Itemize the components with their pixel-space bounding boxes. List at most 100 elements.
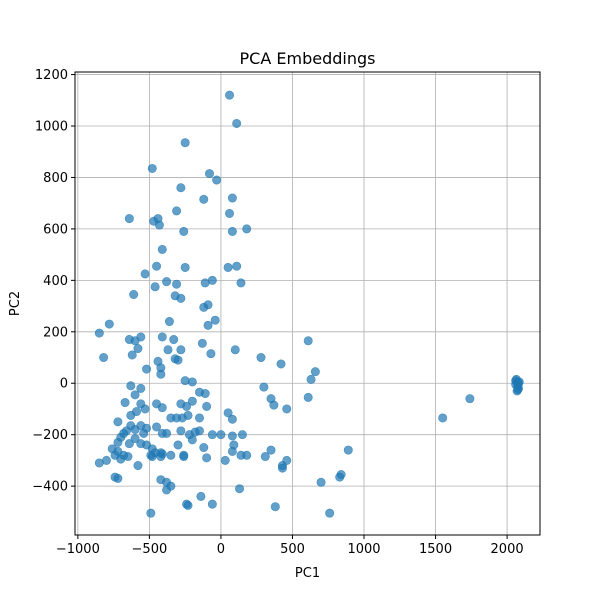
scatter-point xyxy=(152,261,162,271)
scatter-point xyxy=(157,403,167,413)
scatter-point xyxy=(124,439,134,449)
scatter-point xyxy=(266,445,276,455)
scatter-point xyxy=(513,385,523,395)
scatter-point xyxy=(162,277,172,287)
scatter-point xyxy=(220,455,230,465)
scatter-point xyxy=(126,410,136,420)
scatter-point xyxy=(113,417,123,427)
scatter-point xyxy=(113,473,123,483)
x-tick-label: −500 xyxy=(132,542,168,557)
y-tick-label: −200 xyxy=(32,428,68,443)
y-tick-label: 800 xyxy=(43,171,68,186)
scatter-point xyxy=(146,508,156,518)
scatter-point xyxy=(173,355,183,365)
scatter-point xyxy=(156,452,166,462)
scatter-point xyxy=(203,320,213,330)
scatter-point xyxy=(235,484,245,494)
y-tick-label: 200 xyxy=(43,325,68,340)
scatter-point xyxy=(194,426,204,436)
scatter-point xyxy=(227,431,237,441)
scatter-point xyxy=(139,428,149,438)
scatter-point xyxy=(260,452,270,462)
scatter-point xyxy=(164,317,174,327)
scatter-point xyxy=(147,452,157,462)
scatter-point xyxy=(163,345,173,355)
scatter-point xyxy=(465,394,475,404)
y-tick-label: −400 xyxy=(32,480,68,495)
scatter-point xyxy=(200,389,210,399)
scatter-point xyxy=(136,383,146,393)
scatter-point xyxy=(269,400,279,410)
scatter-point xyxy=(136,332,146,342)
scatter-point xyxy=(176,345,186,355)
scatter-point xyxy=(197,338,207,348)
scatter-point xyxy=(153,356,163,366)
scatter-point xyxy=(232,261,242,271)
scatter-point xyxy=(172,279,182,289)
scatter-point xyxy=(202,401,212,411)
scatter-point xyxy=(236,278,246,288)
x-tick-label: 0 xyxy=(217,542,225,557)
scatter-point xyxy=(212,175,222,185)
scatter-point xyxy=(303,336,313,346)
scatter-point xyxy=(147,163,157,173)
scatter-point xyxy=(227,414,237,424)
x-tick-label: 500 xyxy=(280,542,305,557)
scatter-point xyxy=(187,377,197,387)
scatter-point xyxy=(140,404,150,414)
scatter-point xyxy=(196,491,206,501)
scatter-point xyxy=(276,359,286,369)
scatter-point xyxy=(162,485,172,495)
scatter-point xyxy=(194,413,204,423)
scatter-point xyxy=(207,499,217,509)
scatter-point xyxy=(303,392,313,402)
ticks-layer: −1000 −500 0 500 1000 1500 2000 −400 −200 0 200 400… xyxy=(32,68,523,557)
scatter-point xyxy=(242,450,252,460)
scatter-point xyxy=(94,458,104,468)
scatter-point xyxy=(152,422,162,432)
chart-title: PCA Embeddings xyxy=(240,49,376,68)
scatter-point xyxy=(99,353,109,363)
scatter-point xyxy=(256,353,266,363)
scatter-point xyxy=(166,450,176,460)
scatter-point xyxy=(110,450,120,460)
scatter-point xyxy=(227,193,237,203)
scatter-point xyxy=(259,382,269,392)
y-axis-label: PC2 xyxy=(8,291,23,316)
scatter-point xyxy=(104,319,114,329)
scatter-point xyxy=(204,169,214,179)
scatter-point xyxy=(316,477,326,487)
scatter-point xyxy=(157,244,167,254)
scatter-point xyxy=(120,398,130,408)
scatter-point xyxy=(210,315,220,325)
plot-frame xyxy=(74,71,541,536)
x-axis-label: PC1 xyxy=(295,566,320,581)
x-tick-label: 2000 xyxy=(491,542,524,557)
scatter-point xyxy=(157,428,167,438)
scatter-point xyxy=(223,262,233,272)
scatter-point xyxy=(172,206,182,216)
scatter-point xyxy=(225,90,235,100)
scatter-point xyxy=(183,410,193,420)
scatter-point xyxy=(127,350,137,360)
scatter-point xyxy=(207,430,217,440)
scatter-point xyxy=(282,404,292,414)
scatter-point xyxy=(216,430,226,440)
scatter-point xyxy=(227,226,237,236)
scatter-point xyxy=(237,430,247,440)
scatter-point xyxy=(154,220,164,230)
scatter-point xyxy=(310,367,320,377)
y-tick-label: 600 xyxy=(43,222,68,237)
scatter-point xyxy=(176,183,186,193)
scatter-point xyxy=(223,408,233,418)
scatter-point xyxy=(179,226,189,236)
scatter-point xyxy=(306,374,316,384)
scatter-point xyxy=(180,262,190,272)
scatter-point xyxy=(199,302,209,312)
scatter-point xyxy=(277,463,287,473)
scatter-point xyxy=(199,194,209,204)
scatter-point xyxy=(335,472,345,482)
y-tick-label: 400 xyxy=(43,274,68,289)
scatter-point xyxy=(232,118,242,128)
